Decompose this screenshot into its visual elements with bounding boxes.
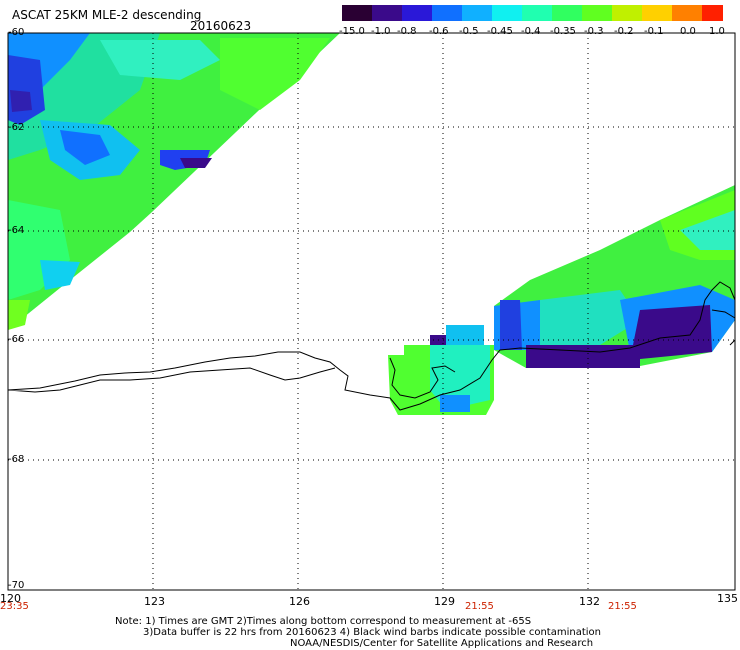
plot-frame	[7, 32, 736, 591]
colorbar-segment	[612, 5, 642, 21]
x-label: 123	[144, 595, 165, 608]
y-label: -70	[8, 580, 25, 591]
x-label: 129	[434, 595, 455, 608]
coastline-inlet	[389, 357, 456, 399]
colorbar-segment	[702, 5, 723, 21]
swath-upper-left	[8, 33, 340, 330]
colorbar-label: 0.0	[680, 26, 696, 37]
colorbar-label: -0.45	[487, 26, 513, 37]
grid	[8, 33, 735, 590]
colorbar	[342, 5, 723, 21]
x-label: 132	[579, 595, 600, 608]
colorbar-label: -0.2	[614, 26, 634, 37]
time-label: 21:55	[608, 601, 637, 612]
colorbar-label: -0.4	[521, 26, 541, 37]
colorbar-label: -0.6	[429, 26, 449, 37]
swath-center	[388, 325, 494, 415]
colorbar-label: -0.5	[459, 26, 479, 37]
colorbar-label: -0.35	[550, 26, 576, 37]
map-date: 20160623	[190, 19, 252, 33]
colorbar-segment	[492, 5, 522, 21]
swath-lower-right	[494, 185, 735, 368]
colorbar-segment	[672, 5, 702, 21]
colorbar-labels: -15.0 -1.0 -0.8 -0.6 -0.5 -0.45 -0.4 -0.…	[339, 26, 729, 38]
y-label: -62	[8, 122, 25, 133]
colorbar-segment	[432, 5, 462, 21]
colorbar-label: -1.0	[371, 26, 391, 37]
coastline-east	[711, 309, 736, 346]
colorbar-segment	[552, 5, 582, 21]
y-label: -68	[8, 454, 25, 465]
colorbar-segment	[342, 5, 372, 21]
x-label: 126	[289, 595, 310, 608]
colorbar-segment	[642, 5, 672, 21]
map-title: ASCAT 25KM MLE-2 descending	[12, 8, 202, 22]
colorbar-segment	[582, 5, 612, 21]
x-label: 135	[717, 592, 738, 605]
note-line-1: Note: 1) Times are GMT 2)Times along bot…	[115, 616, 532, 627]
colorbar-segment	[522, 5, 552, 21]
colorbar-label: -15.0	[339, 26, 365, 37]
note-line-2: 3)Data buffer is 22 hrs from 20160623 4)…	[143, 627, 601, 638]
x-label: 120	[0, 592, 21, 605]
y-label: -66	[8, 334, 25, 345]
colorbar-label: -0.1	[644, 26, 664, 37]
note-line-3: NOAA/NESDIS/Center for Satellite Applica…	[290, 638, 594, 649]
y-label: -64	[8, 225, 25, 236]
colorbar-label: -0.8	[397, 26, 417, 37]
colorbar-segment	[402, 5, 432, 21]
colorbar-segment	[462, 5, 492, 21]
time-label: 23:35	[0, 601, 29, 612]
y-label: -60	[8, 27, 25, 38]
time-label: 21:55	[465, 601, 494, 612]
colorbar-segment	[372, 5, 402, 21]
coastline	[7, 281, 736, 411]
colorbar-label: 1.0	[709, 26, 725, 37]
colorbar-label: -0.3	[584, 26, 604, 37]
